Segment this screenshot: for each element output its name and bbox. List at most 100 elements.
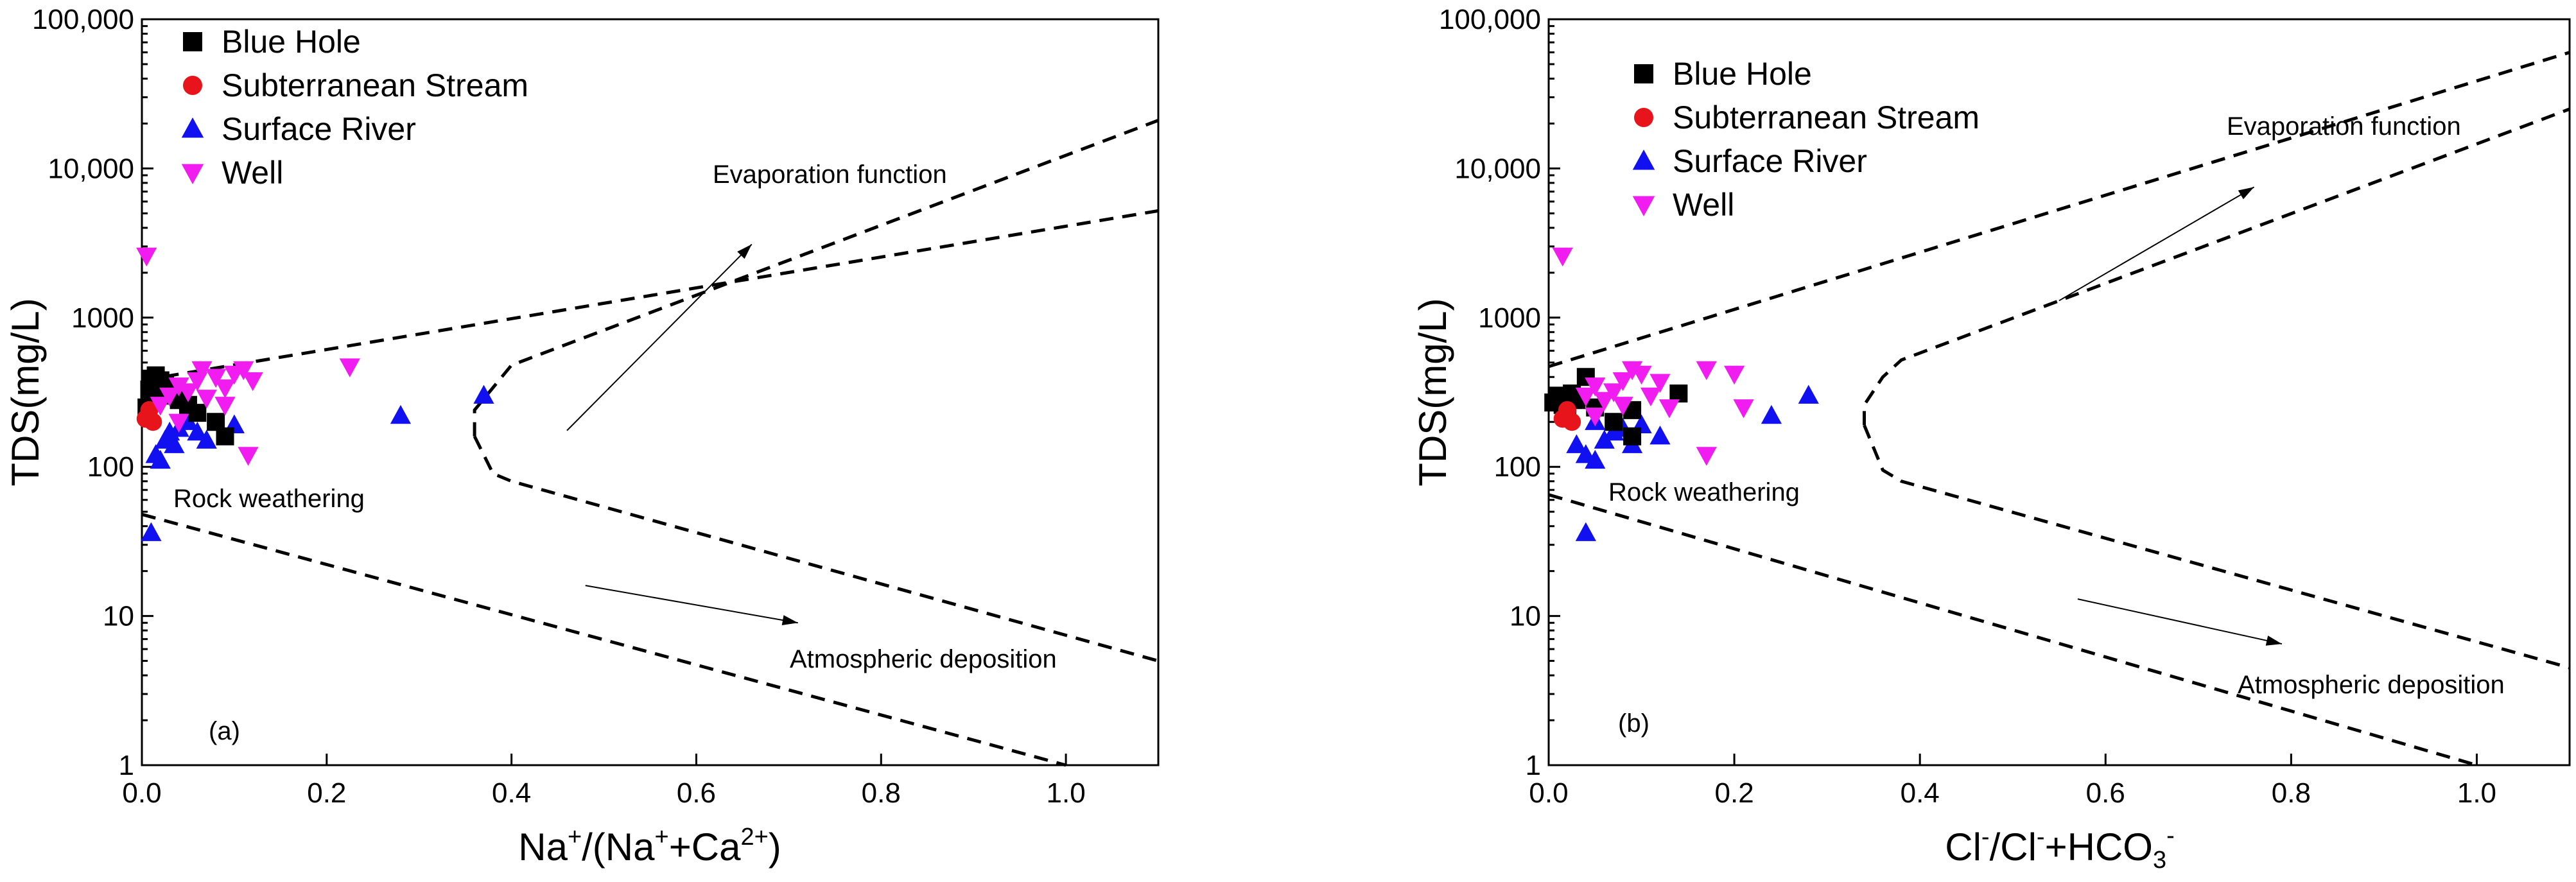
data-point-blue-hole [188, 404, 207, 422]
legend-marker-subterranean-stream [183, 76, 202, 95]
data-point-well [1575, 387, 1596, 407]
y-tick-label: 100 [1494, 451, 1541, 483]
data-point-surface-river [1649, 425, 1671, 445]
data-point-blue-hole [207, 413, 225, 431]
legend-label: Subterranean Stream [222, 67, 528, 103]
boundary-upper-inner [1863, 107, 2570, 426]
y-tick-label: 10,000 [48, 153, 134, 184]
boundary-upper-outer [141, 209, 1159, 382]
data-point-well [238, 447, 259, 466]
data-point-subterranean-stream [144, 413, 162, 431]
panel-label-b: (b) [1618, 709, 1649, 738]
annotation-evaporation-a: Evaporation function [713, 160, 947, 189]
data-point-well [1631, 365, 1652, 385]
legend-a: Blue Hole Subterranean Stream Surface Rive… [181, 24, 528, 191]
arrow-atmospheric [2077, 598, 2283, 645]
data-point-surface-river [187, 421, 208, 441]
x-tick-label: 0.2 [307, 777, 346, 809]
x-tick-label: 0.0 [1529, 777, 1568, 809]
legend-label: Blue Hole [1673, 56, 1812, 92]
arrow-head-evaporation [737, 244, 752, 259]
data-point-well [1696, 361, 1717, 381]
data-point-well [168, 377, 189, 397]
data-point-well [1552, 247, 1573, 267]
data-point-well [1585, 377, 1606, 397]
data-point-well [1640, 387, 1662, 407]
y-tick-label: 10,000 [1454, 153, 1541, 184]
arrow-atmospheric [585, 585, 798, 624]
data-point-well [339, 358, 360, 377]
y-tick-label: 1 [119, 750, 134, 781]
legend-label: Subterranean Stream [1673, 99, 1980, 135]
legend-marker-subterranean-stream [1634, 108, 1653, 127]
boundary-lower-inner [473, 435, 1159, 663]
data-point-well [177, 383, 199, 402]
data-point-well [242, 372, 263, 392]
data-point-blue-hole [216, 427, 234, 445]
legend-label: Surface River [1673, 143, 1867, 179]
x-tick-label: 0.4 [1901, 777, 1940, 809]
legend-label: Well [222, 155, 283, 191]
legend-label: Surface River [222, 111, 416, 147]
data-point-surface-river [141, 522, 162, 541]
data-point-well [1594, 392, 1615, 411]
x-axis-title-a: Na+/(Na++Ca2+) [518, 824, 781, 869]
panel-label-a: (a) [209, 717, 240, 745]
legend-marker-well [1632, 196, 1655, 216]
data-point-surface-river [473, 385, 494, 404]
x-tick-label: 1.0 [2457, 777, 2496, 809]
boundary-upper-inner [473, 119, 1159, 437]
data-point-well [196, 390, 217, 409]
data-point-surface-river [1761, 404, 1782, 424]
data-point-well [214, 397, 236, 416]
annotation-rock-weathering-b: Rock weathering [1608, 478, 1800, 506]
legend-marker-surface-river [181, 117, 204, 138]
panel-a: 0.0 0.2 0.4 0.6 0.8 1.0 1 10 100 1000 10,000 100,00… [4, 4, 1160, 869]
data-point-surface-river [150, 449, 171, 469]
y-tick-label: 1000 [1478, 302, 1541, 334]
panel-b: 0.0 0.2 0.4 0.6 0.8 1.0 1 10 100 1000 10,000 100,00… [1411, 4, 2571, 874]
arrow-head-evaporation [2238, 187, 2254, 200]
data-point-surface-river [390, 404, 412, 424]
x-tick-label: 0.6 [677, 777, 716, 809]
data-point-surface-river [1585, 449, 1606, 469]
data-point-well [1733, 399, 1754, 419]
x-tick-label: 1.0 [1047, 777, 1086, 809]
boundary-upper-outer [1548, 51, 2570, 368]
data-point-surface-river [177, 411, 199, 430]
data-point-well [1723, 365, 1745, 385]
data-point-well [191, 361, 213, 381]
y-tick-label: 100,000 [1439, 4, 1541, 35]
y-tick-label: 10 [103, 601, 134, 632]
data-point-well [1603, 383, 1624, 402]
data-point-well [1696, 447, 1717, 466]
arrow-evaporation [566, 243, 753, 431]
legend-marker-blue-hole [1634, 64, 1653, 83]
boundary-lower-outer [1548, 493, 2478, 767]
data-point-blue-hole [1669, 385, 1688, 403]
data-point-well [1585, 408, 1606, 427]
data-point-well [136, 247, 157, 267]
y-axis-title-b: TDS(mg/L) [1411, 298, 1454, 486]
data-point-surface-river [1575, 522, 1596, 541]
x-tick-label: 0.8 [2272, 777, 2311, 809]
annotation-rock-weathering-a: Rock weathering [173, 485, 365, 513]
x-tick-label: 0.0 [122, 777, 161, 809]
arrow-evaporation [2058, 186, 2255, 302]
y-axis-title-a: TDS(mg/L) [4, 298, 47, 486]
data-point-well [159, 387, 180, 407]
data-point-well [1649, 374, 1671, 393]
annotation-atmospheric-a: Atmospheric deposition [790, 645, 1057, 673]
data-point-well [168, 413, 189, 433]
data-point-subterranean-stream [1563, 413, 1581, 431]
legend-label: Blue Hole [222, 24, 361, 60]
data-point-surface-river [1798, 385, 1819, 404]
data-point-well [214, 379, 236, 399]
legend-marker-well [181, 164, 204, 184]
data-point-blue-hole [1623, 427, 1642, 445]
plot-frame-b [1547, 18, 2571, 766]
data-point-surface-river [1566, 434, 1587, 453]
x-axis-title-b: Cl-/Cl-+HCO3- [1945, 822, 2175, 874]
x-tick-label: 0.8 [862, 777, 901, 809]
